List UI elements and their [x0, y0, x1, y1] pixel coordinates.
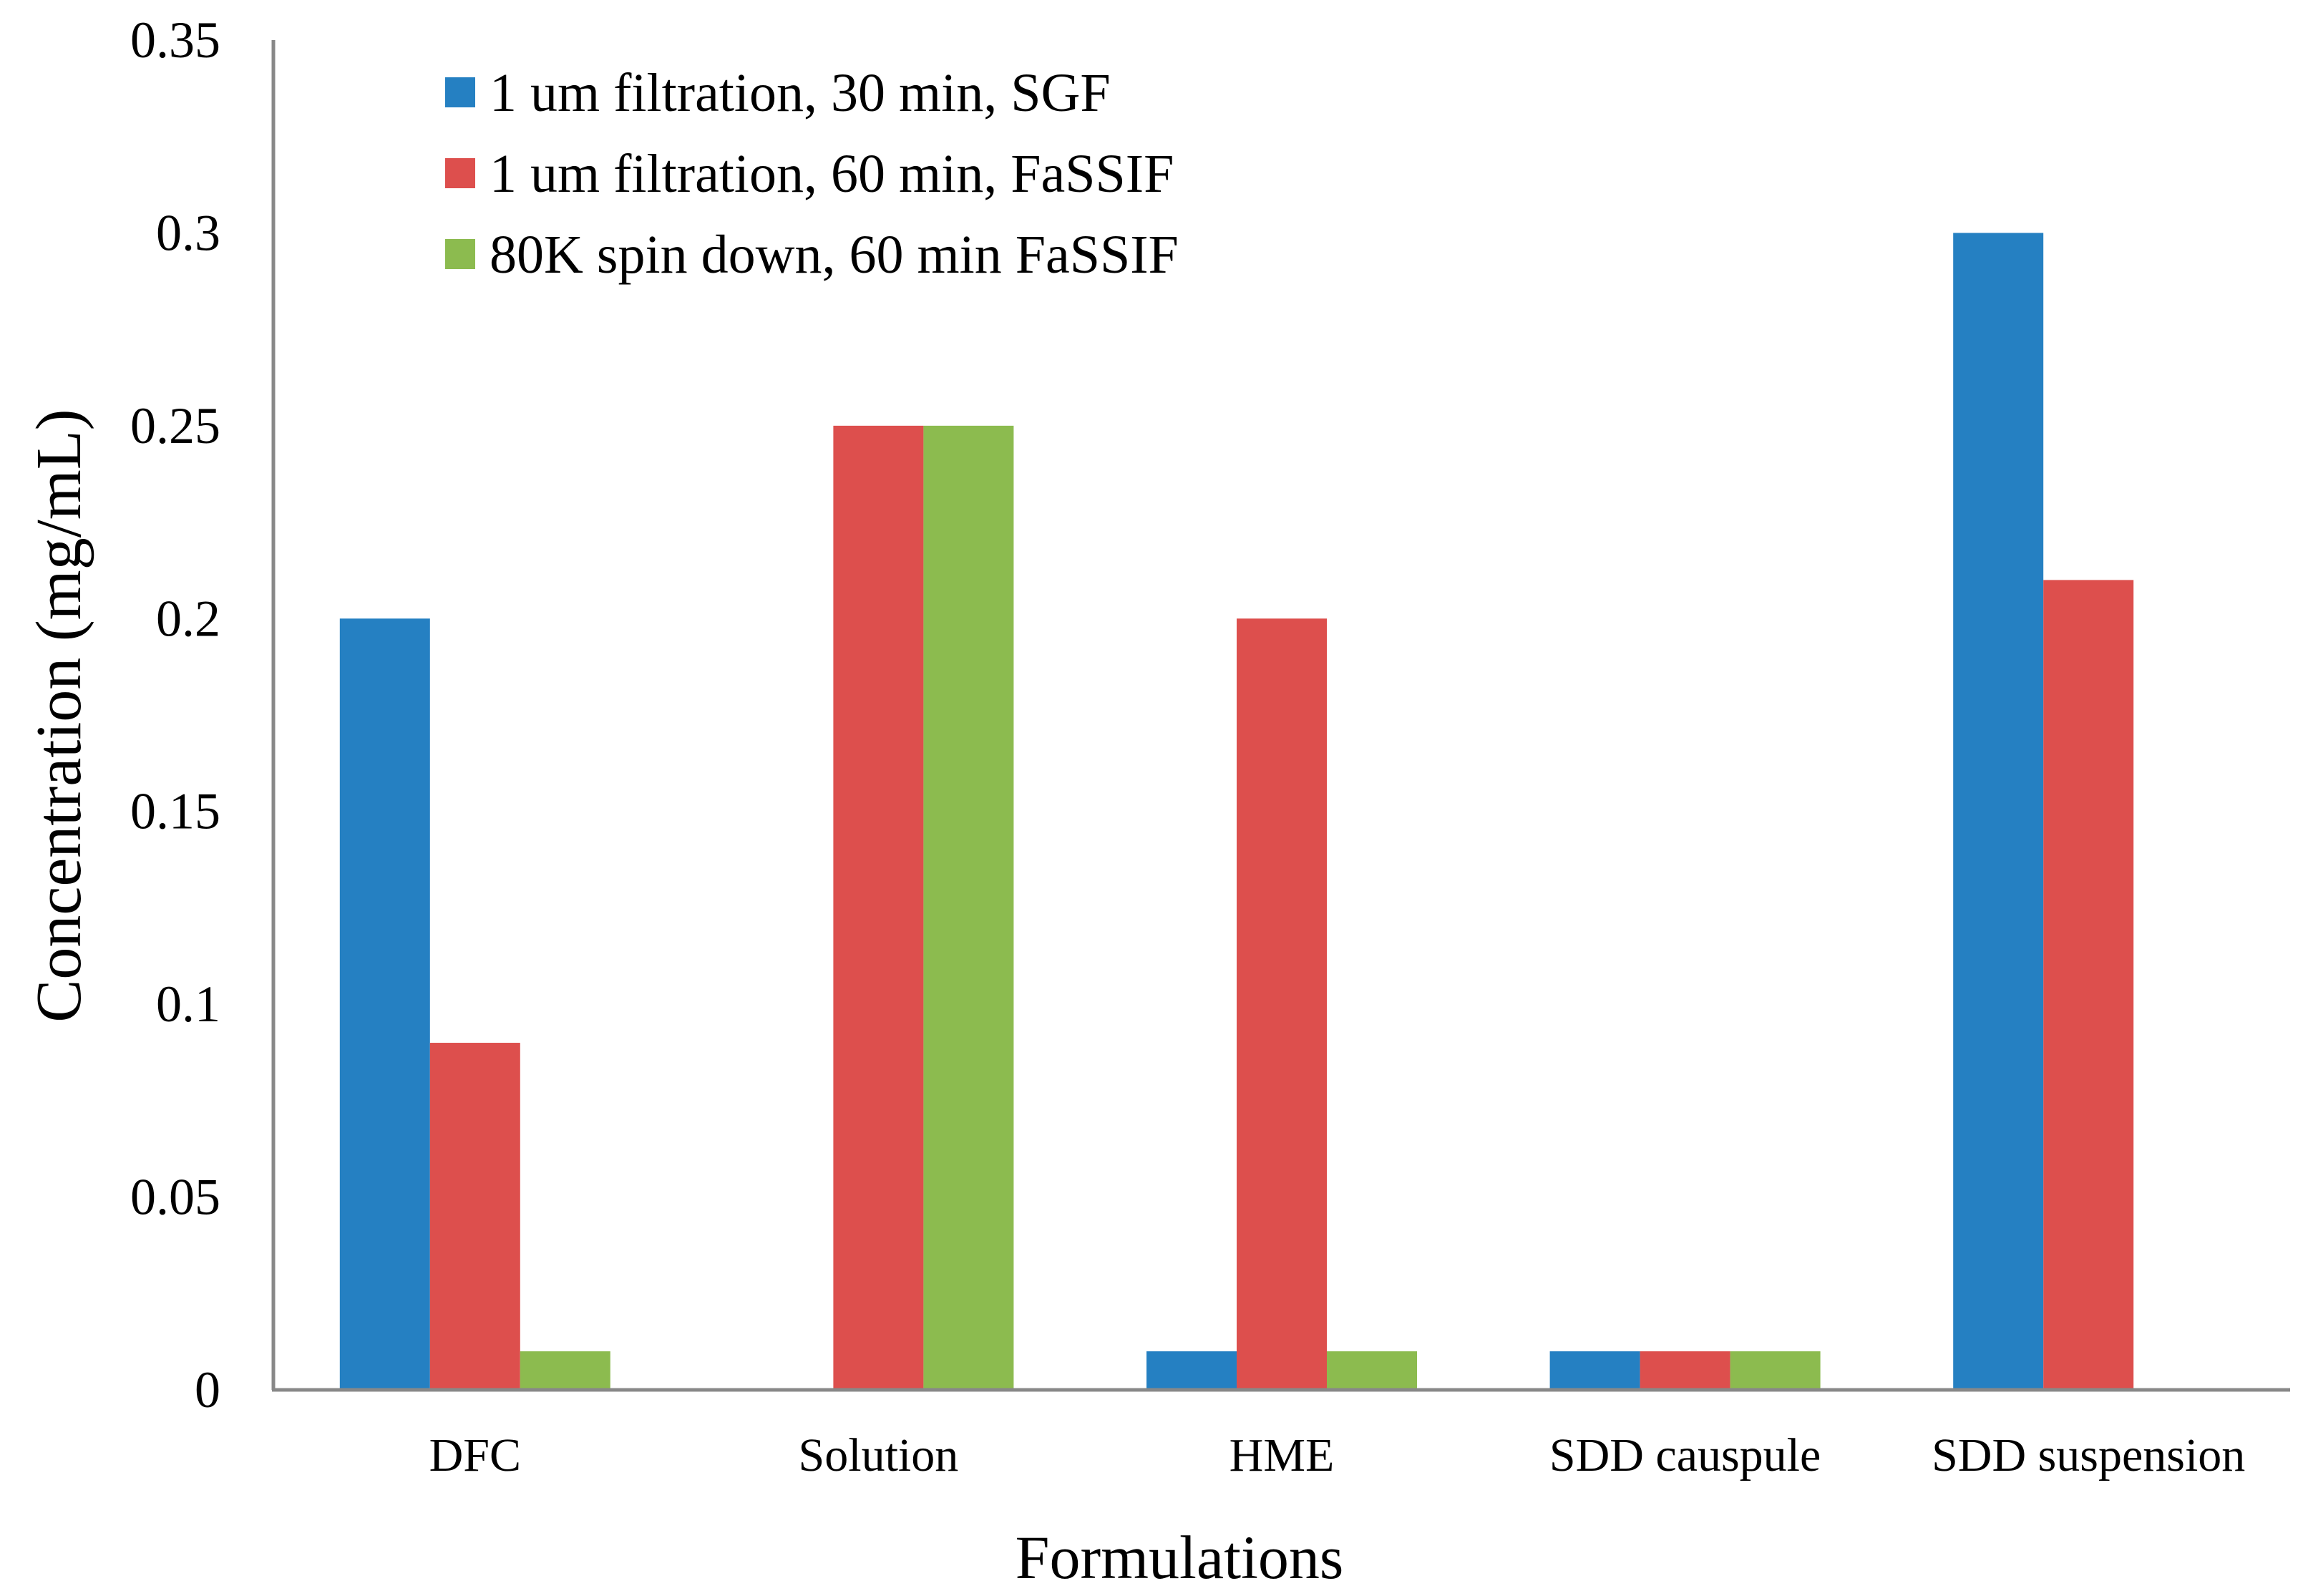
x-category-label: DFC: [429, 1429, 521, 1481]
x-category-label: SDD suspension: [1932, 1429, 2245, 1481]
bar-dfc-series-2: [429, 1043, 520, 1390]
bar-sdd-causpule-series-1: [1549, 1351, 1640, 1390]
y-tick-label: 0.25: [130, 397, 220, 454]
bar-sdd-suspension-series-1: [1953, 233, 2044, 1390]
bar-sdd-causpule-series-2: [1640, 1351, 1730, 1390]
y-tick-label: 0.35: [130, 11, 220, 69]
legend-label-series-3: 80K spin down, 60 min FaSSIF: [490, 225, 1179, 285]
x-category-label: SDD causpule: [1549, 1429, 1821, 1481]
y-tick-label: 0.05: [130, 1169, 220, 1226]
bar-dfc-series-1: [339, 618, 430, 1391]
bar-sdd-suspension-series-2: [2043, 580, 2134, 1390]
bar-hme-series-2: [1237, 618, 1327, 1391]
bar-hme-series-1: [1146, 1351, 1237, 1390]
legend-label-series-2: 1 um filtration, 60 min, FaSSIF: [490, 144, 1174, 204]
legend-swatch-series-3: [445, 239, 475, 269]
bar-solution-series-3: [923, 425, 1014, 1390]
y-tick-label: 0.2: [156, 590, 220, 647]
y-tick-label: 0.3: [156, 204, 220, 261]
bars-layer: [339, 233, 2134, 1391]
x-labels-layer: DFC Solution HME SDD causpule SDD suspension: [429, 1429, 2246, 1481]
x-category-label: Solution: [799, 1429, 959, 1481]
x-axis-title: Formulations: [1016, 1523, 1344, 1592]
legend-swatch-series-1: [445, 77, 475, 107]
legend-label-series-1: 1 um filtration, 30 min, SGF: [490, 63, 1111, 123]
legend: 1 um filtration, 30 min, SGF 1 um filtrat…: [445, 63, 1179, 285]
y-ticks-layer: 0 0.05 0.1 0.15 0.2 0.25 0.3 0.35: [130, 11, 220, 1419]
bar-hme-series-3: [1327, 1351, 1417, 1390]
bar-solution-series-2: [833, 425, 924, 1390]
y-axis-title: Concentration (mg/mL): [24, 409, 94, 1022]
y-tick-label: 0.15: [130, 783, 220, 840]
bar-dfc-series-3: [520, 1351, 610, 1390]
y-tick-label: 0.1: [156, 975, 220, 1033]
x-category-label: HME: [1230, 1429, 1335, 1481]
y-tick-label: 0: [195, 1361, 220, 1419]
legend-swatch-series-2: [445, 158, 475, 188]
bar-sdd-causpule-series-3: [1730, 1351, 1821, 1390]
